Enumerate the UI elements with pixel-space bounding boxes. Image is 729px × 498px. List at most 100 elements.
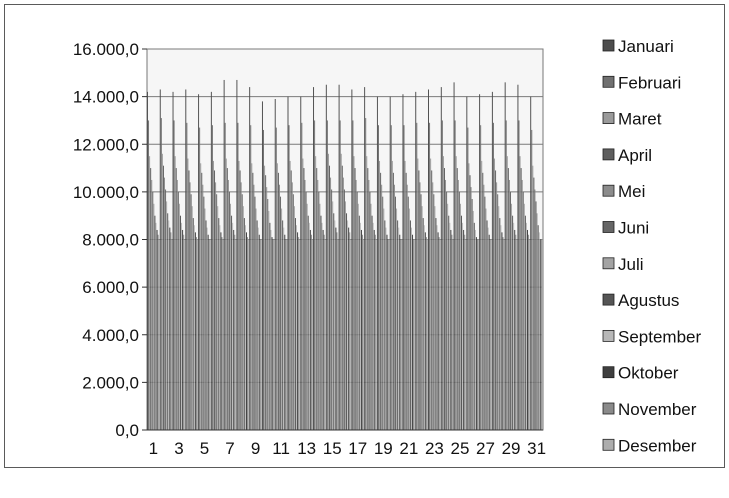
bar-desember-day-31 xyxy=(541,239,543,430)
bar-juli-day-26 xyxy=(472,210,474,430)
bar-januari-day-5 xyxy=(198,94,200,431)
y-axis: 0,0 2.000,0 4.000,0 6.000,0 8.000,0 10.000,0 1… xyxy=(73,40,147,440)
bar-september-day-16 xyxy=(347,220,349,430)
bar-agustus-day-22 xyxy=(422,218,424,430)
bar-januari-day-22 xyxy=(415,91,417,431)
bar-februari-day-11 xyxy=(275,127,277,430)
bar-juli-day-17 xyxy=(357,203,359,430)
bar-desember-day-1 xyxy=(158,239,160,430)
bar-juli-day-29 xyxy=(511,203,513,430)
bar-agustus-day-18 xyxy=(371,215,373,430)
bar-agustus-day-2 xyxy=(167,213,169,430)
bar-september-day-3 xyxy=(181,222,183,430)
bar-januari-day-10 xyxy=(261,101,263,430)
bar-april-day-4 xyxy=(188,170,190,430)
bar-juni-day-2 xyxy=(165,189,167,430)
bar-november-day-9 xyxy=(259,239,261,430)
bar-oktober-day-15 xyxy=(335,227,337,430)
bar-desember-day-9 xyxy=(260,239,262,430)
bar-agustus-day-26 xyxy=(473,222,475,430)
bar-maret-day-26 xyxy=(468,163,470,431)
bar-desember-day-3 xyxy=(184,239,186,430)
bar-januari-day-31 xyxy=(530,96,532,431)
bar-desember-day-23 xyxy=(439,239,441,430)
bar-januari-day-17 xyxy=(351,89,353,430)
x-tick-label: 1 xyxy=(149,439,158,458)
bar-februari-day-9 xyxy=(250,125,252,430)
bar-november-day-23 xyxy=(438,237,440,430)
bar-mei-day-12 xyxy=(291,182,293,430)
bar-juli-day-3 xyxy=(178,203,180,430)
bar-agustus-day-16 xyxy=(346,213,348,430)
bar-september-day-9 xyxy=(257,227,259,430)
bar-agustus-day-17 xyxy=(358,215,360,430)
bar-januari-day-27 xyxy=(479,94,481,431)
y-tick-label: 0,0 xyxy=(115,421,139,440)
bar-april-day-24 xyxy=(444,168,445,430)
bar-november-day-2 xyxy=(170,232,172,430)
bar-juni-day-10 xyxy=(267,199,269,430)
bar-januari-day-3 xyxy=(172,91,174,431)
bar-oktober-day-25 xyxy=(463,229,465,430)
bar-februari-day-23 xyxy=(429,122,431,430)
bar-juli-day-12 xyxy=(293,206,295,430)
bar-november-day-20 xyxy=(400,239,402,430)
bar-november-day-7 xyxy=(234,234,236,430)
bar-oktober-day-14 xyxy=(322,229,324,430)
bar-februari-day-1 xyxy=(148,120,150,430)
bar-juni-day-7 xyxy=(228,191,230,431)
x-tick-label: 23 xyxy=(425,439,444,458)
x-tick-label: 9 xyxy=(251,439,260,458)
bar-desember-day-2 xyxy=(171,239,173,430)
bar-november-day-22 xyxy=(425,237,427,430)
legend-label-mei: Mei xyxy=(618,182,645,201)
bar-november-day-18 xyxy=(374,234,376,430)
bar-juli-day-7 xyxy=(230,203,231,430)
bar-juni-day-3 xyxy=(177,191,179,431)
bar-september-day-20 xyxy=(398,227,400,430)
bar-september-day-7 xyxy=(232,222,234,430)
bar-agustus-day-8 xyxy=(243,218,245,430)
bar-oktober-day-30 xyxy=(527,229,528,430)
y-tick-label: 4.000,0 xyxy=(82,326,139,345)
bar-agustus-day-10 xyxy=(269,222,271,430)
bar-oktober-day-26 xyxy=(475,237,477,430)
bar-juli-day-8 xyxy=(242,206,244,430)
bar-januari-day-21 xyxy=(402,94,404,431)
bar-oktober-day-16 xyxy=(348,227,350,430)
bar-oktober-day-18 xyxy=(373,229,375,430)
bar-juni-day-16 xyxy=(343,189,345,430)
legend-swatch-februari xyxy=(602,75,615,88)
bar-juni-day-31 xyxy=(535,201,537,430)
bar-februari-day-5 xyxy=(199,127,201,430)
bars xyxy=(147,79,543,431)
bar-juli-day-21 xyxy=(408,208,410,430)
bar-juli-day-30 xyxy=(523,203,525,430)
x-tick-label: 15 xyxy=(323,439,342,458)
bar-mei-day-7 xyxy=(227,179,229,430)
bar-oktober-day-24 xyxy=(450,229,452,430)
bar-agustus-day-25 xyxy=(461,215,462,430)
bar-juni-day-8 xyxy=(241,194,243,430)
bar-januari-day-8 xyxy=(236,79,238,431)
bar-agustus-day-1 xyxy=(154,215,156,430)
bar-maret-day-4 xyxy=(187,158,189,431)
bar-april-day-2 xyxy=(162,165,164,430)
bar-juni-day-4 xyxy=(190,194,192,430)
x-axis: 1 3 5 7 9 11 13 15 17 19 21 23 25 27 29 31 xyxy=(147,429,546,458)
bar-agustus-day-27 xyxy=(486,220,488,430)
bar-oktober-day-28 xyxy=(501,232,503,430)
bar-juni-day-28 xyxy=(497,194,499,430)
bar-oktober-day-23 xyxy=(437,232,439,430)
bar-juni-day-24 xyxy=(446,191,448,431)
bar-april-day-21 xyxy=(405,172,407,430)
bar-juli-day-1 xyxy=(153,203,155,430)
x-tick-label: 31 xyxy=(527,439,546,458)
bar-mei-day-28 xyxy=(496,182,498,430)
bar-september-day-31 xyxy=(538,232,540,430)
bar-september-day-26 xyxy=(474,229,476,430)
bar-maret-day-14 xyxy=(315,156,317,430)
legend-swatch-november xyxy=(602,402,615,415)
y-tick-label: 14.000,0 xyxy=(73,88,139,107)
bar-maret-day-8 xyxy=(238,160,240,431)
